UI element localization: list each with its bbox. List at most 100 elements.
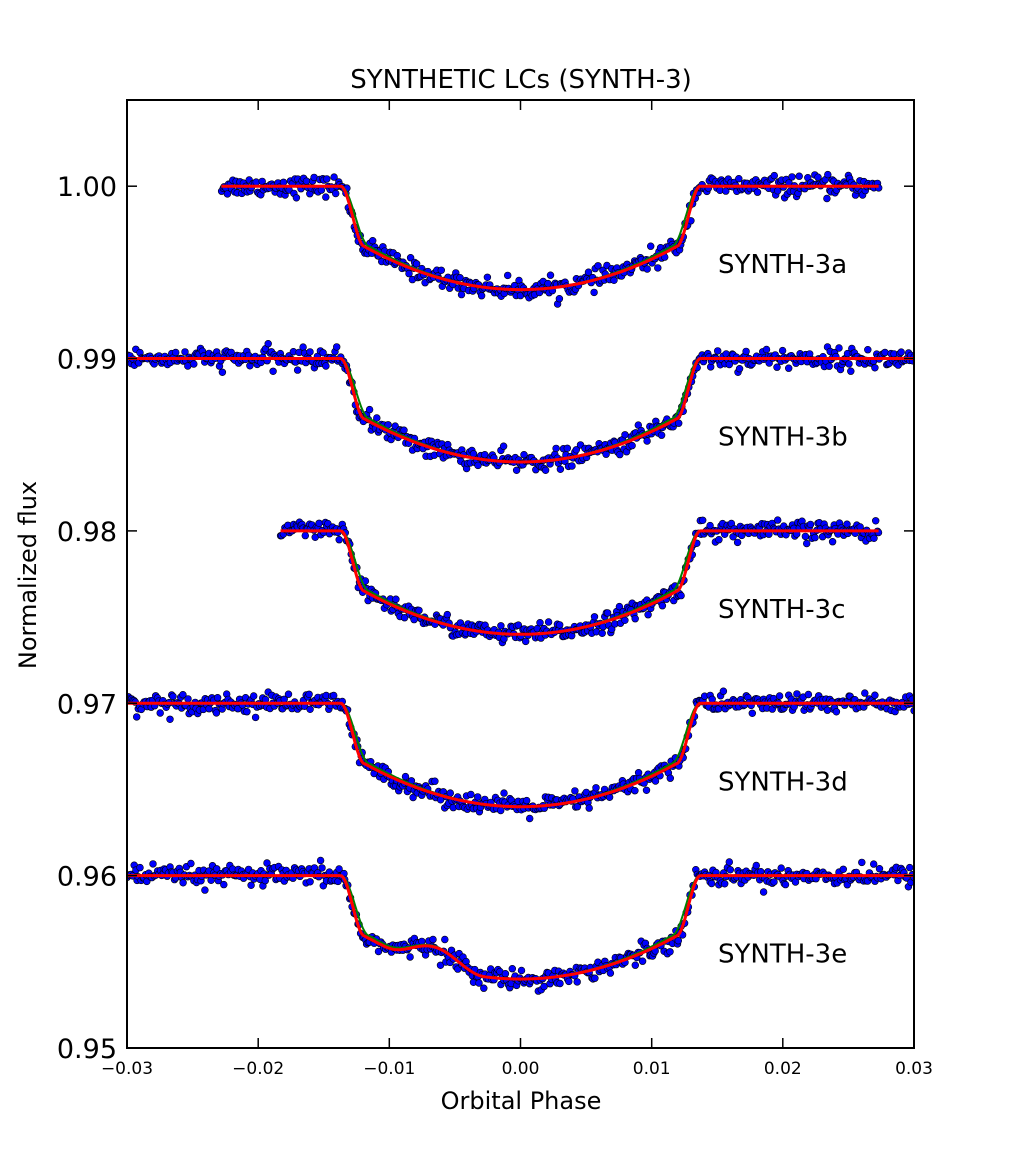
series-label-synth-3c: SYNTH-3c [718,595,846,625]
x-tick-label: 0.02 [764,1059,802,1079]
data-point [365,405,374,414]
data-point [707,879,716,888]
y-tick-label: 0.98 [57,517,117,548]
data-point [643,437,651,445]
data-point [788,173,796,181]
data-point [720,880,729,888]
data-point [474,461,482,470]
data-point [666,774,674,782]
data-point [306,705,314,713]
data-point [825,362,833,370]
data-point [835,344,843,352]
data-point [631,614,639,623]
data-point [481,451,489,459]
data-point [828,537,837,546]
data-point [706,521,714,530]
data-point [719,687,728,695]
data-point [603,609,612,617]
data-point [335,865,343,873]
data-point [322,193,330,201]
data-point [405,269,413,278]
data-point [541,466,550,474]
data-point [400,426,408,434]
data-point [536,618,544,627]
data-point [572,446,580,454]
data-point [839,865,847,873]
data-point [136,863,144,872]
data-point [184,695,192,703]
data-point [762,345,771,354]
data-point [832,708,841,716]
model-line-red [127,357,914,464]
data-point [565,977,573,986]
data-point [725,858,733,866]
x-tick-label: −0.01 [363,1059,415,1079]
x-tick-label: −0.02 [232,1059,284,1079]
data-point [522,796,531,805]
data-point [323,175,331,183]
data-point [823,706,832,714]
data-point [759,888,768,896]
data-point [814,173,822,181]
data-point [556,465,565,473]
data-point [475,979,483,987]
data-point [330,173,338,181]
data-point [525,814,534,823]
data-point [881,348,889,357]
data-point [843,520,851,528]
data-point [412,260,421,268]
data-point [330,691,338,700]
data-point [677,591,685,600]
model-line-red [127,701,914,809]
data-point [205,704,213,713]
x-tick-label: 0.03 [895,1059,933,1079]
data-point [172,348,180,357]
data-point [212,709,221,717]
data-point [251,713,260,722]
data-point [306,348,314,356]
data-point [501,969,510,978]
data-point [279,178,288,187]
data-point [410,615,418,624]
data-point [497,622,505,630]
data-point [621,431,629,439]
data-point [621,616,629,624]
data-point [858,858,866,867]
data-point [735,175,743,183]
data-point [437,266,445,274]
data-point [500,789,508,797]
data-point [568,462,576,470]
y-tick-label: 1.00 [57,172,117,203]
data-point [666,948,674,956]
data-point [726,866,734,874]
data-point [778,346,787,355]
data-point [654,264,662,272]
data-point [213,693,222,702]
data-point [715,535,723,544]
data-point [467,790,475,799]
data-point [223,190,232,198]
data-point [773,363,781,371]
data-point [784,364,793,372]
data-point [801,532,810,541]
data-point [847,367,855,375]
data-point [674,936,682,945]
data-point [748,709,756,717]
data-point [332,189,340,198]
data-point [190,360,198,368]
data-point [261,876,269,885]
data-point [638,957,647,965]
data-point [250,692,258,700]
x-axis-label: Orbital Phase [441,1087,602,1115]
data-point [218,368,227,376]
data-point [201,886,209,894]
data-point [169,692,177,701]
data-point [179,879,187,887]
data-point [480,984,488,992]
data-point [775,692,784,700]
axis-ticks: SYNTH-3a SYNTH-3b SYNTH-3c SYNTH-3d SYNTH-3e… [57,100,933,1079]
data-point [773,516,782,524]
data-point [735,365,744,373]
data-point [409,793,417,802]
data-point [610,276,618,284]
